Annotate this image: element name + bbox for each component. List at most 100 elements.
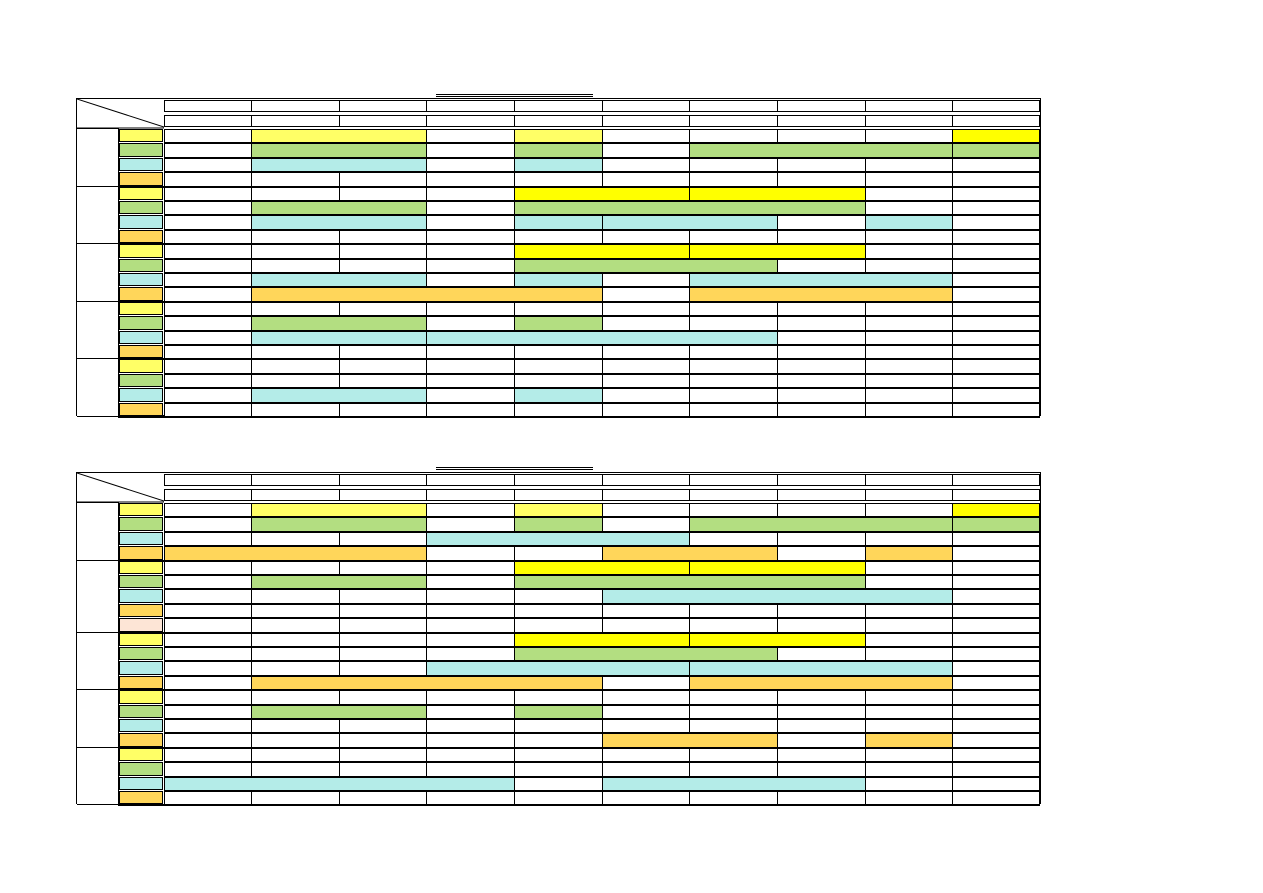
header-cell bbox=[689, 115, 778, 127]
timetable-cell bbox=[689, 690, 778, 705]
timetable-cell bbox=[865, 632, 953, 647]
timetable-cell bbox=[952, 675, 1040, 691]
timetable-cell bbox=[426, 575, 515, 590]
timetable-cell bbox=[164, 258, 252, 273]
timetable-cell bbox=[164, 330, 252, 345]
timetable-cell bbox=[164, 618, 252, 633]
lesson-span bbox=[251, 388, 427, 403]
grade-label-cell bbox=[119, 575, 163, 589]
header-cell bbox=[251, 474, 340, 486]
timetable-cell bbox=[514, 229, 603, 245]
lesson-span bbox=[602, 546, 778, 561]
timetable-cell bbox=[952, 201, 1040, 216]
timetable-cell bbox=[777, 618, 866, 633]
timetable-cell bbox=[865, 373, 953, 389]
timetable-cell bbox=[777, 316, 866, 331]
timetable-cell bbox=[689, 791, 778, 806]
timetable-cell bbox=[426, 546, 515, 561]
timetable-cell bbox=[689, 316, 778, 331]
timetable-cell bbox=[339, 791, 427, 806]
timetable-cell bbox=[339, 647, 427, 662]
header-cell bbox=[689, 100, 778, 112]
timetable-cell bbox=[251, 589, 340, 604]
timetable-cell bbox=[426, 345, 515, 360]
timetable-cell bbox=[602, 157, 690, 173]
timetable-cell bbox=[777, 762, 866, 777]
timetable-cell bbox=[164, 531, 252, 547]
lesson-span bbox=[514, 129, 603, 144]
grade-label-cell bbox=[119, 244, 163, 258]
timetable-cell bbox=[251, 733, 340, 748]
timetable-cell bbox=[865, 157, 953, 173]
timetable-cell bbox=[865, 201, 953, 216]
timetable-cell bbox=[514, 546, 603, 561]
header-cell bbox=[952, 100, 1040, 112]
timetable-cell bbox=[426, 690, 515, 705]
grade-label-cell bbox=[119, 733, 163, 747]
timetable-cell bbox=[339, 229, 427, 245]
timetable-cell bbox=[689, 704, 778, 719]
header-cell bbox=[339, 474, 427, 486]
grade-label-cell bbox=[119, 373, 163, 388]
timetable-cell bbox=[426, 747, 515, 763]
timetable-cell bbox=[251, 603, 340, 619]
timetable-cell bbox=[426, 316, 515, 331]
header-cell bbox=[602, 100, 690, 112]
corner-header-diagonal bbox=[77, 473, 164, 503]
lesson-span bbox=[602, 733, 778, 748]
timetable-cell bbox=[952, 575, 1040, 590]
lesson-span bbox=[514, 244, 690, 259]
header-cell bbox=[777, 489, 866, 501]
timetable-cell bbox=[865, 618, 953, 633]
lesson-span bbox=[251, 273, 427, 288]
timetable-cell bbox=[339, 762, 427, 777]
lesson-span bbox=[514, 316, 603, 331]
timetable-cell bbox=[514, 172, 603, 187]
timetable-cell bbox=[164, 747, 252, 763]
timetable-cell bbox=[865, 301, 953, 317]
grade-label-cell bbox=[119, 603, 163, 618]
timetable-cell bbox=[251, 345, 340, 360]
grade-label-cell bbox=[119, 201, 163, 215]
grade-label-cell bbox=[119, 186, 163, 200]
timetable-cell bbox=[426, 215, 515, 230]
timetable-cell bbox=[602, 517, 690, 532]
timetable-cell bbox=[426, 143, 515, 158]
timetable-cell bbox=[602, 762, 690, 777]
timetable-cell bbox=[952, 388, 1040, 403]
timetable-cell bbox=[689, 719, 778, 734]
timetable-cell bbox=[689, 402, 778, 417]
timetable-cell bbox=[251, 618, 340, 633]
grade-label-cell bbox=[119, 301, 163, 316]
timetable-cell bbox=[514, 345, 603, 360]
timetable-cell bbox=[514, 747, 603, 763]
lesson-span bbox=[952, 129, 1040, 144]
timetable-cell bbox=[952, 330, 1040, 345]
timetable-cell bbox=[339, 747, 427, 763]
grade-label-cell bbox=[119, 531, 163, 546]
lesson-span bbox=[514, 647, 778, 662]
timetable-cell bbox=[251, 762, 340, 777]
lesson-span bbox=[514, 503, 603, 518]
header-cell bbox=[164, 115, 252, 127]
timetable-cell bbox=[689, 603, 778, 619]
lesson-span bbox=[251, 316, 427, 331]
timetable-cell bbox=[777, 388, 866, 403]
lesson-span bbox=[251, 287, 603, 302]
timetable-cell bbox=[339, 618, 427, 633]
timetable-cell bbox=[251, 258, 340, 273]
timetable-cell bbox=[777, 373, 866, 389]
timetable-cell bbox=[602, 229, 690, 245]
timetable-cell bbox=[251, 172, 340, 187]
timetable-cell bbox=[689, 229, 778, 245]
header-cell bbox=[251, 489, 340, 501]
timetable-cell bbox=[514, 791, 603, 806]
grade-label-cell bbox=[119, 359, 163, 373]
lesson-span bbox=[426, 531, 690, 547]
timetable-cell bbox=[339, 719, 427, 734]
timetable-cell bbox=[952, 647, 1040, 662]
timetable-cell bbox=[689, 503, 778, 518]
header-cell bbox=[777, 115, 866, 127]
header-cell bbox=[251, 100, 340, 112]
timetable-cell bbox=[602, 388, 690, 403]
